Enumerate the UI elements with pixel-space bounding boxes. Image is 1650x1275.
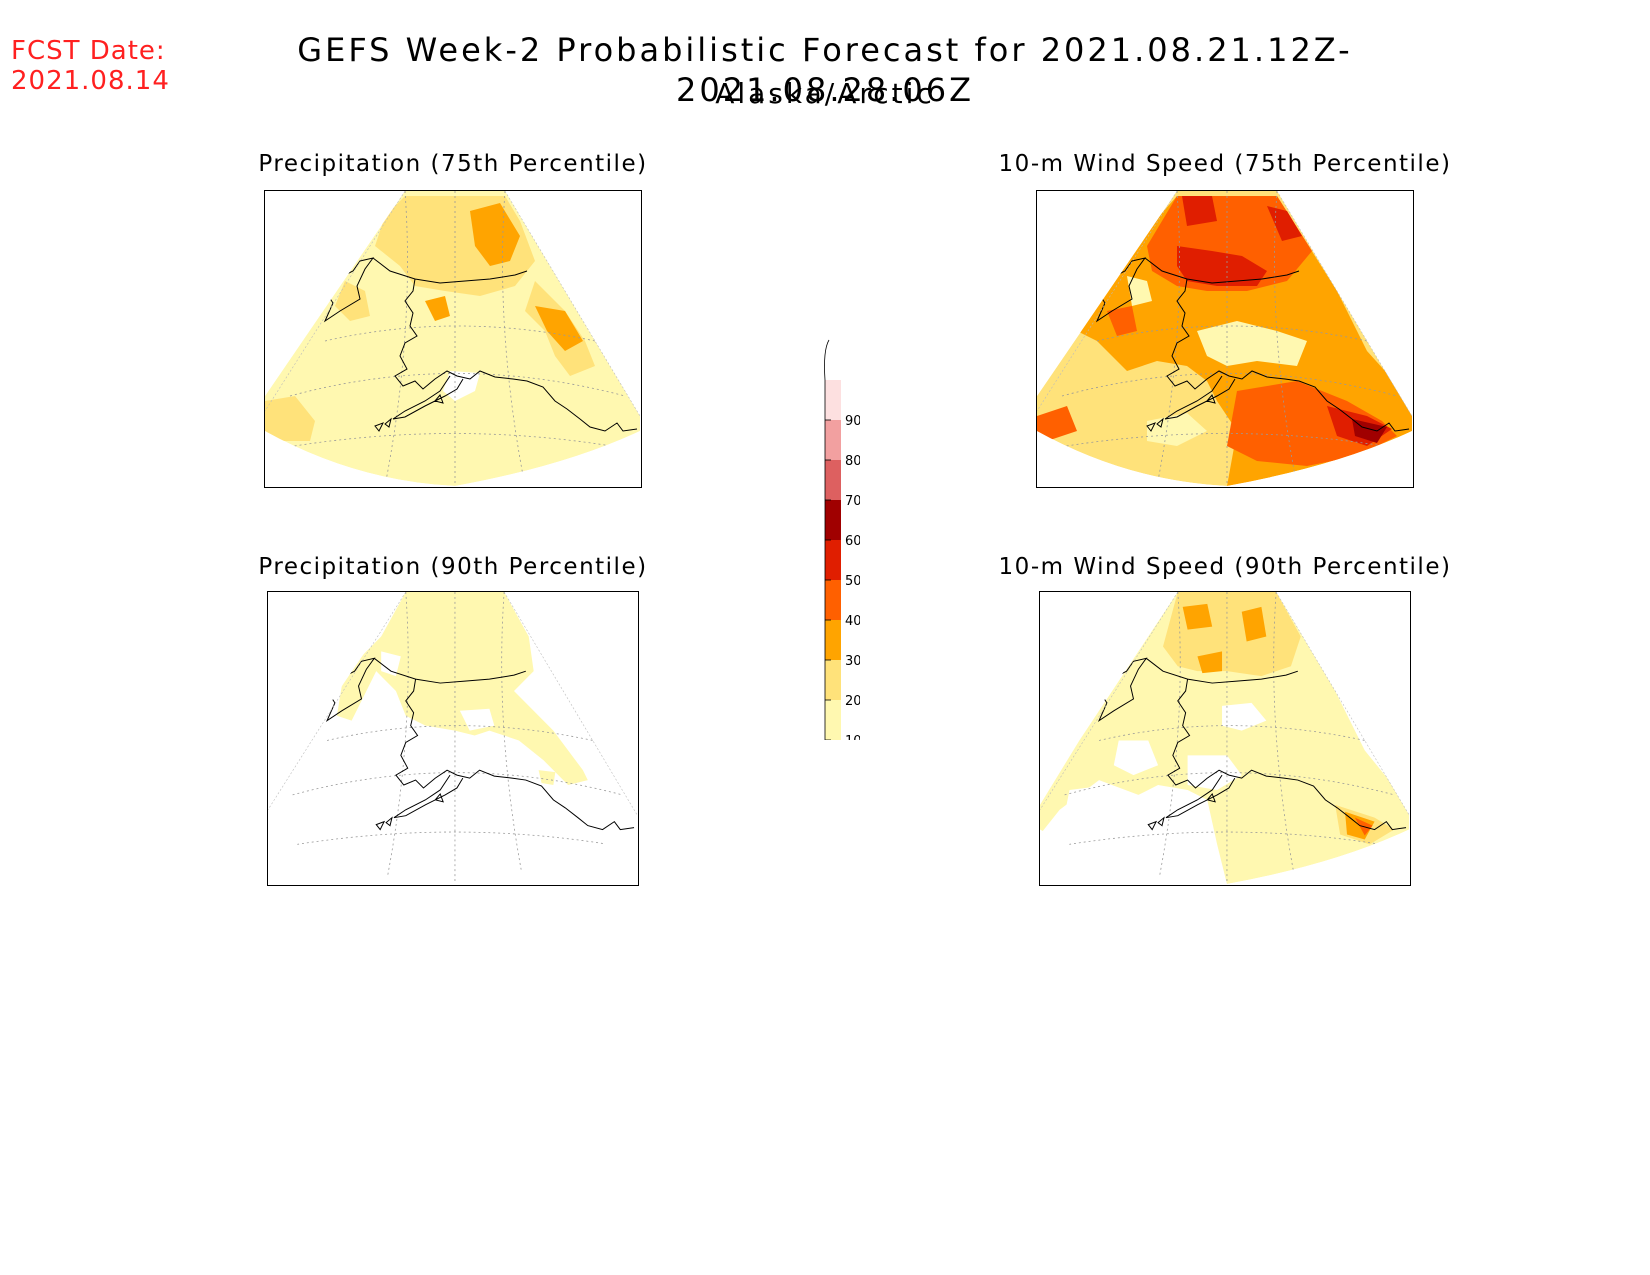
colorbar-tick-label: 30 <box>845 654 860 669</box>
graticule-line <box>385 592 409 884</box>
probability-contour <box>1182 196 1217 226</box>
graticule-line <box>1040 831 1409 850</box>
map-precip-90 <box>267 591 639 886</box>
probability-contour <box>470 203 520 266</box>
probability-contour <box>335 281 370 321</box>
graticule-line <box>1037 433 1412 452</box>
map-precip-75 <box>264 190 642 488</box>
projection-edge <box>1037 191 1412 417</box>
colorbar-top-taper <box>824 339 830 381</box>
colorbar-tick-label: 70 <box>845 494 860 509</box>
probability-contour <box>336 592 588 786</box>
panel-title-wind-75: 10-m Wind Speed (75th Percentile) <box>998 151 1452 177</box>
probability-contour <box>1182 603 1213 630</box>
coastline <box>1095 257 1410 432</box>
probability-contour <box>265 396 315 441</box>
probability-contour <box>1064 785 1119 850</box>
graticule-line <box>502 191 526 486</box>
colorbar-tick-label: 50 <box>845 574 860 589</box>
colorbar-segment <box>825 540 841 580</box>
graticule-line <box>1156 191 1180 486</box>
colorbar-segment <box>825 500 841 540</box>
probability-contour <box>1127 276 1152 306</box>
probability-contour <box>1037 406 1077 441</box>
probability-contour <box>1197 321 1307 366</box>
probability-contour <box>459 708 495 731</box>
graticule-line <box>265 433 640 452</box>
probability-field <box>268 592 637 884</box>
probability-colorbar: 10 20 30 40 50 60 70 80 90 <box>824 339 860 740</box>
graticule-line <box>268 831 637 850</box>
colorbar-segment <box>825 420 841 460</box>
probability-contour <box>265 191 640 486</box>
coastline <box>1097 657 1407 831</box>
graticule-line <box>1274 191 1298 486</box>
map-wind-90 <box>1039 591 1411 886</box>
main-title: GEFS Week-2 Probabilistic Forecast for 2… <box>297 31 1353 109</box>
probability-contour <box>1222 702 1267 731</box>
graticule-line <box>1098 725 1365 741</box>
panel-title-precip-75: Precipitation (75th Percentile) <box>258 151 648 177</box>
probability-field <box>1037 191 1412 486</box>
colorbar-tick-label: 90 <box>845 414 860 429</box>
map-wind-75 <box>1036 190 1414 488</box>
probability-contour <box>381 651 401 677</box>
graticule-line <box>326 725 593 741</box>
graticule-line <box>501 592 525 884</box>
projection-edge <box>1040 592 1409 815</box>
probability-contour <box>538 770 556 786</box>
probability-field <box>265 191 640 486</box>
probability-contour <box>1040 592 1409 884</box>
region-subtitle: Alaska/Arctic <box>715 77 935 110</box>
panel-title-wind-90: 10-m Wind Speed (90th Percentile) <box>998 554 1452 580</box>
graticule-line <box>324 325 596 342</box>
forecast-date-block: FCST Date: 2021.08.14 <box>11 36 170 96</box>
coastline <box>323 257 638 432</box>
projection-edge <box>268 592 637 815</box>
coastline <box>325 657 635 831</box>
colorbar-segment <box>825 700 841 740</box>
probability-contour <box>1352 419 1387 443</box>
projection-edge <box>265 191 640 417</box>
colorbar-segment <box>825 660 841 700</box>
graticule-line <box>384 191 408 486</box>
forecast-date-label: FCST Date: <box>11 36 166 66</box>
graticule-line <box>1096 325 1368 342</box>
probability-contour <box>1163 592 1301 677</box>
colorbar-segment <box>825 580 841 620</box>
forecast-date-value: 2021.08.14 <box>11 66 170 96</box>
graticule-line <box>1273 592 1297 884</box>
probability-contour <box>1197 651 1223 674</box>
probability-contour <box>1177 246 1267 286</box>
probability-contour <box>1113 740 1159 776</box>
colorbar-tick-label: 60 <box>845 534 860 549</box>
panel-title-precip-90: Precipitation (90th Percentile) <box>258 554 648 580</box>
graticule-line <box>1157 592 1181 884</box>
probability-contour <box>1107 306 1137 336</box>
colorbar-tick-label: 40 <box>845 614 860 629</box>
colorbar-segment <box>825 620 841 660</box>
colorbar-segment <box>825 460 841 500</box>
probability-field <box>1040 592 1409 884</box>
probability-contour <box>1241 606 1267 642</box>
probability-contour <box>425 296 450 321</box>
colorbar-tick-label: 20 <box>845 694 860 709</box>
colorbar-tick-label: 80 <box>845 454 860 469</box>
probability-contour <box>535 306 583 351</box>
colorbar-tick-label: 10 <box>845 734 860 740</box>
colorbar-segment <box>825 380 841 420</box>
probability-contour <box>1227 381 1397 466</box>
probability-contour <box>1267 206 1302 241</box>
